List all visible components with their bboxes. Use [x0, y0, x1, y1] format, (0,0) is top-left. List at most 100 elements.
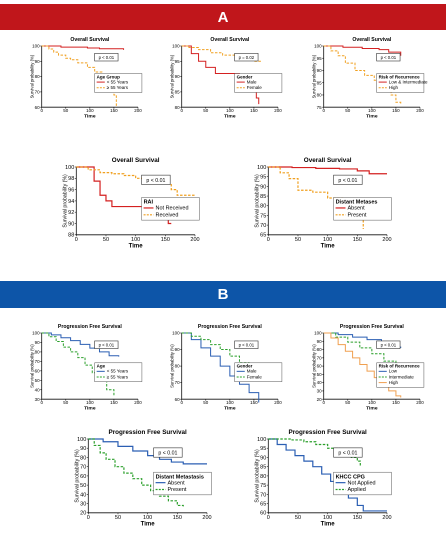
x-tick-label: 150	[173, 515, 182, 521]
series-line-1	[181, 332, 260, 403]
x-tick-label: 50	[63, 108, 69, 113]
p-value-box	[94, 53, 119, 62]
y-tick-label: 94	[68, 199, 74, 205]
y-tick-label: 60	[35, 368, 41, 373]
p-value-box	[333, 174, 363, 185]
series-line-1	[268, 438, 387, 512]
legend-title: Gender	[237, 364, 253, 369]
panel-a-banner: A	[0, 4, 446, 30]
x-tick-label: 50	[103, 237, 109, 243]
legend-entry: Low	[389, 369, 398, 374]
y-tick-label: 50	[35, 378, 41, 383]
legend-title: Age	[97, 364, 106, 369]
y-tick-label: 70	[35, 359, 41, 364]
p-value-box	[234, 340, 259, 349]
series-line-1	[41, 45, 125, 50]
chart-title: Overall Survival	[304, 157, 352, 164]
x-tick-label: 200	[416, 400, 424, 405]
x-tick-label: 100	[86, 108, 94, 113]
y-tick-label: 30	[317, 389, 323, 394]
legend-entry: Female	[247, 85, 263, 90]
chart-title: Progression Free Survival	[340, 324, 404, 330]
y-tick-label: 92	[68, 210, 74, 216]
km-chart-7: Progression Free Survival 0 50 100 150 200 60 7…	[170, 324, 283, 412]
panel-a-label: A	[217, 8, 229, 26]
x-tick-label: 50	[345, 400, 351, 405]
y-axis-label: Survival probability (%)	[170, 344, 175, 388]
p-value-box	[234, 53, 259, 62]
y-tick-label: 75	[260, 213, 266, 219]
p-value-box	[333, 447, 363, 458]
y-tick-label: 60	[80, 474, 86, 480]
p-value-text: p = 0.02	[239, 55, 255, 60]
y-tick-label: 85	[260, 194, 266, 200]
legend-title: Risk of Recurrence	[379, 364, 421, 369]
y-tick-label: 85	[317, 80, 323, 85]
x-tick-label: 200	[382, 237, 391, 243]
legend-entry: Not Received	[155, 206, 188, 212]
y-tick-label: 50	[317, 372, 323, 377]
km-chart-4: Overall Survival 0 50 100 150 200 88 90 92 94 96 98…	[62, 157, 199, 250]
x-tick-label: 0	[322, 400, 325, 405]
x-tick-label: 150	[161, 237, 170, 243]
x-tick-label: 200	[382, 515, 391, 521]
y-tick-label: 80	[317, 93, 323, 98]
x-tick-label: 150	[110, 400, 118, 405]
legend-entry: Absent	[347, 206, 365, 212]
y-tick-label: 100	[32, 331, 40, 336]
x-tick-label: 50	[115, 515, 121, 521]
y-tick-label: 80	[260, 474, 266, 480]
x-tick-label: 0	[180, 400, 183, 405]
y-tick-label: 70	[80, 465, 86, 471]
y-tick-label: 90	[260, 455, 266, 461]
y-tick-label: 30	[80, 502, 86, 508]
x-tick-label: 0	[322, 108, 325, 113]
y-tick-label: 50	[80, 483, 86, 489]
y-axis-label: Survival probability (%)	[62, 174, 68, 228]
x-tick-label: 0	[40, 108, 43, 113]
p-value-text: p < 0.01	[146, 178, 165, 184]
legend-entry: Received	[155, 212, 178, 218]
y-tick-label: 100	[257, 437, 266, 443]
y-tick-label: 95	[260, 446, 266, 452]
p-value-box	[94, 340, 119, 349]
legend-box	[376, 73, 425, 93]
legend-box	[94, 73, 143, 93]
p-value-box	[376, 53, 401, 62]
p-value-text: p < 0.01	[158, 451, 177, 457]
y-tick-label: 30	[35, 397, 41, 402]
chart-title: Progression Free Survival	[109, 429, 187, 436]
y-tick-label: 85	[260, 465, 266, 471]
x-tick-label: 0	[40, 400, 43, 405]
y-tick-label: 65	[260, 233, 266, 239]
axis-lines	[87, 439, 207, 514]
x-axis-label: Time	[224, 114, 236, 120]
x-axis-label: Time	[321, 522, 336, 528]
y-tick-label: 96	[68, 188, 74, 194]
y-tick-label: 80	[260, 204, 266, 210]
x-tick-label: 0	[267, 515, 270, 521]
y-tick-label: 100	[314, 331, 322, 336]
x-tick-label: 200	[416, 108, 424, 113]
x-tick-label: 0	[267, 237, 270, 243]
legend-title: Distant Metastasis	[156, 474, 204, 480]
y-tick-label: 70	[260, 223, 266, 229]
chart-title: Progression Free Survival	[58, 324, 122, 330]
x-axis-label: Time	[366, 406, 378, 412]
x-tick-label: 50	[295, 237, 301, 243]
y-tick-label: 80	[175, 105, 181, 110]
y-tick-label: 98	[68, 176, 74, 182]
y-tick-label: 88	[68, 233, 74, 239]
y-tick-label: 70	[260, 492, 266, 498]
legend-entry: ≥ 55 Years	[107, 85, 129, 90]
x-tick-label: 150	[110, 108, 118, 113]
legend-entry: Intermediate	[389, 374, 415, 379]
y-tick-label: 20	[317, 397, 323, 402]
y-tick-label: 60	[317, 364, 323, 369]
y-tick-label: 40	[35, 387, 41, 392]
y-axis-label: Survival probability (%)	[30, 54, 35, 98]
x-tick-label: 0	[75, 237, 78, 243]
panel-b-label: B	[217, 286, 229, 303]
legend-title: RAI	[144, 200, 154, 206]
